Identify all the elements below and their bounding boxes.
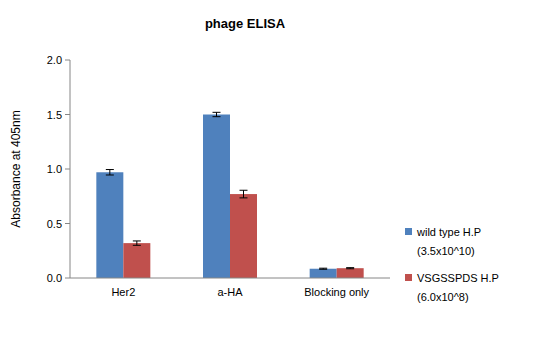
legend-detail: (6.0x10^8) xyxy=(417,291,469,303)
error-bar xyxy=(240,190,248,198)
x-tick-label: Her2 xyxy=(111,286,135,298)
y-tick-label: 1.5 xyxy=(47,109,62,121)
legend-label: wild type H.P xyxy=(416,226,481,238)
error-cap xyxy=(133,240,141,241)
error-cap xyxy=(106,174,114,175)
y-axis-label: Absorbance at 405nm xyxy=(9,110,23,227)
x-axis xyxy=(70,278,390,279)
y-tick-label: 0.0 xyxy=(47,272,62,284)
error-cap xyxy=(346,267,354,268)
error-cap xyxy=(133,245,141,246)
y-tick-label: 1.0 xyxy=(47,163,62,175)
error-line xyxy=(216,112,217,116)
bar xyxy=(337,268,364,278)
legend-swatch xyxy=(405,228,412,235)
error-cap xyxy=(106,169,114,170)
error-cap xyxy=(213,116,221,117)
bar xyxy=(123,243,150,278)
legend-swatch xyxy=(405,274,412,281)
bars xyxy=(96,112,363,278)
error-cap xyxy=(240,197,248,198)
error-cap xyxy=(319,269,327,270)
bar xyxy=(203,115,230,279)
title: phage ELISA xyxy=(205,16,286,31)
y-tick xyxy=(65,169,70,170)
legend-detail: (3.5x10^10) xyxy=(417,245,475,257)
error-bar xyxy=(133,241,141,245)
chart-container: phage ELISA Absorbance at 405nm 0.0 0.5 1.0 1… xyxy=(0,0,545,354)
y-tick-label: 2.0 xyxy=(47,54,62,66)
y-tick xyxy=(65,278,70,279)
bar xyxy=(310,269,337,278)
error-bar xyxy=(346,268,354,269)
y-tick xyxy=(65,223,70,224)
error-line xyxy=(243,190,244,198)
y-axis xyxy=(70,60,71,278)
error-bar xyxy=(106,170,114,175)
error-cap xyxy=(346,268,354,269)
bar xyxy=(96,172,123,278)
error-cap xyxy=(319,268,327,269)
error-line xyxy=(109,170,110,175)
legend-label: VSGSSPDS H.P xyxy=(417,272,499,284)
bar xyxy=(230,194,257,278)
error-bar xyxy=(213,112,221,116)
y-tick-label: 0.5 xyxy=(47,218,62,230)
x-tick-label: a-HA xyxy=(217,286,243,298)
y-tick xyxy=(65,114,70,115)
chart-svg: phage ELISA Absorbance at 405nm 0.0 0.5 1.0 1… xyxy=(0,0,545,354)
error-cap xyxy=(240,190,248,191)
y-tick xyxy=(65,60,70,61)
error-cap xyxy=(213,112,221,113)
error-bar xyxy=(319,268,327,269)
x-tick-label: Blocking only xyxy=(304,286,369,298)
error-line xyxy=(136,241,137,245)
